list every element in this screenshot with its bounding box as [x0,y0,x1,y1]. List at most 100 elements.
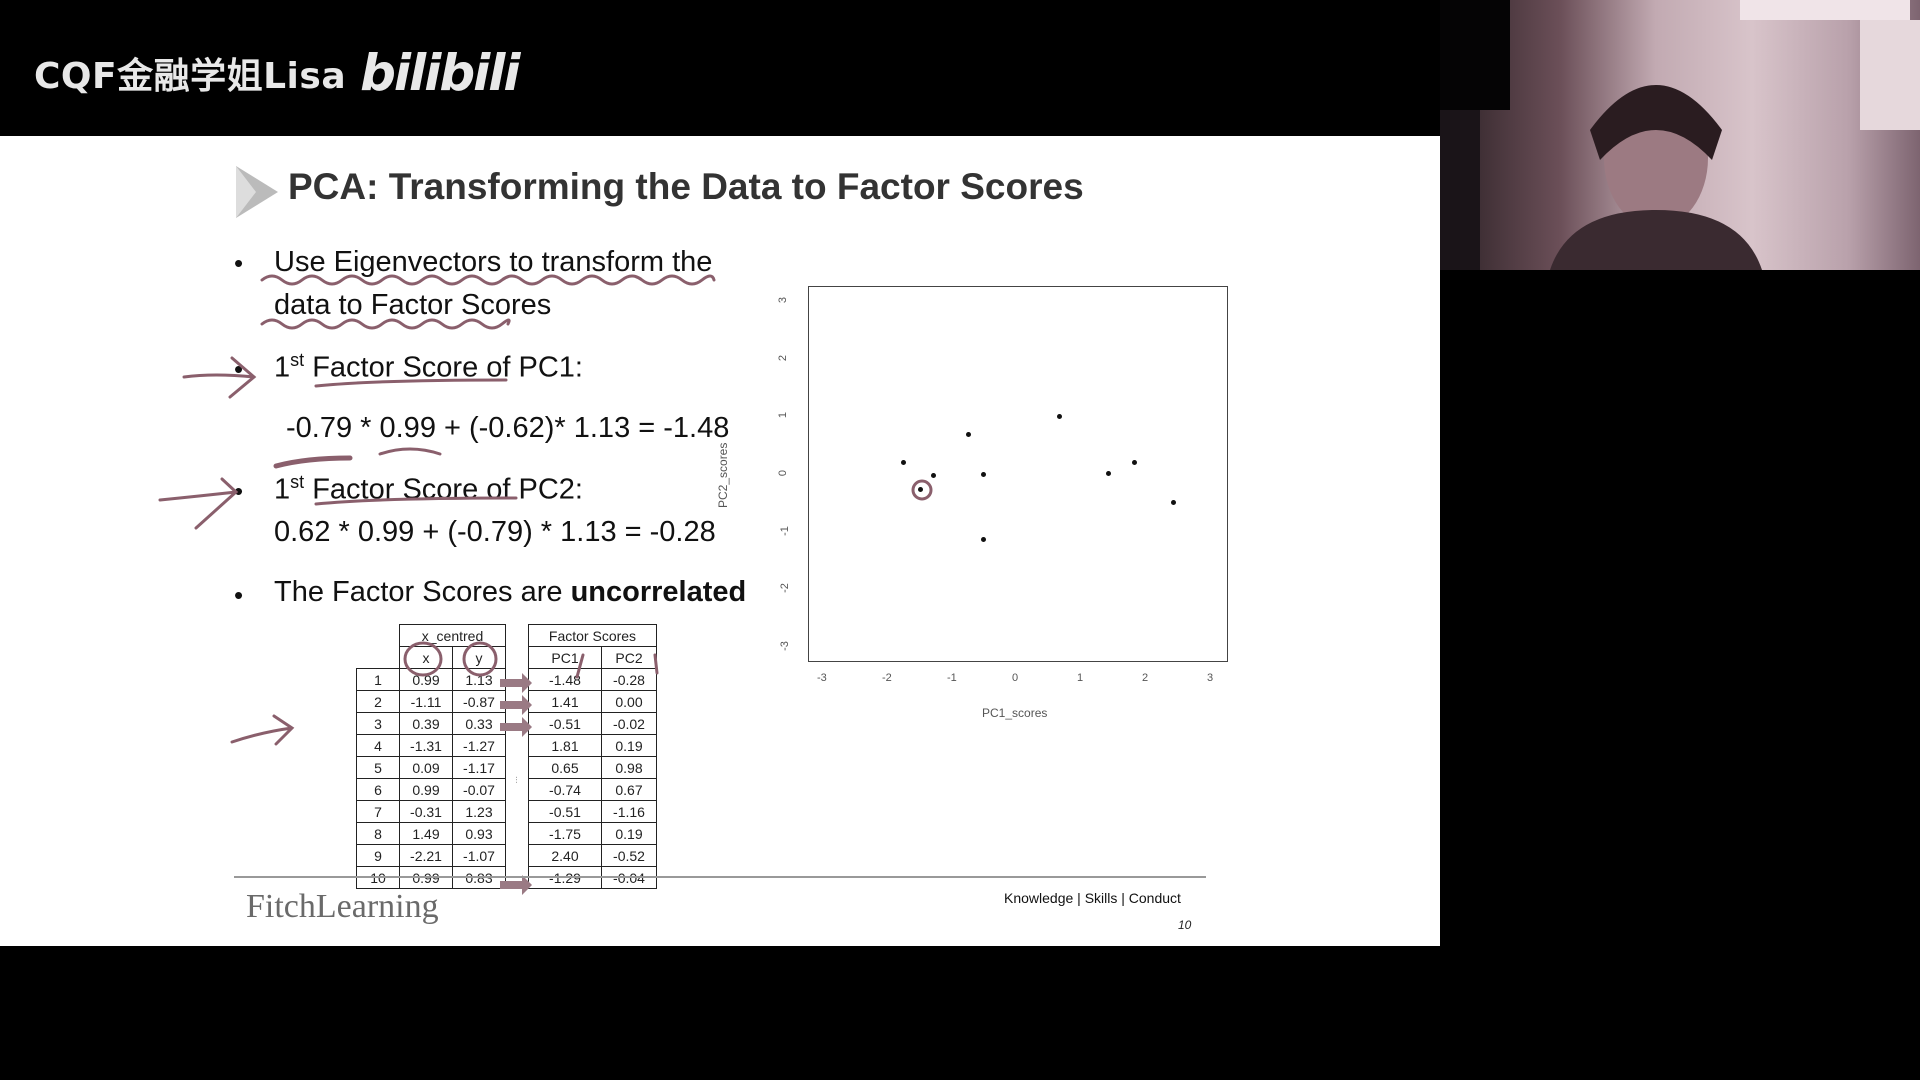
table-row: 5 0.09 -1.17 [356,756,506,779]
table-row: 2 -1.11 -0.87 [356,690,506,713]
scatter-point-4 [1132,459,1138,465]
x-tick-label: 0 [1012,672,1019,684]
cell-idx: 5 [356,756,400,779]
x-centred-header: x_centred [399,624,506,647]
x-tick-label: 2 [1142,672,1149,684]
scatter-point-10 [930,472,936,478]
cell-idx: 3 [356,712,400,735]
col-header-pc2: PC2 [601,646,657,669]
bullet-dot: • [234,354,244,384]
underline-099 [378,447,442,456]
table-row: 6 0.99 -0.07 [356,778,506,801]
uncorrelated-bold: uncorrelated [570,576,747,608]
x-tick-label: -1 [947,672,957,684]
pc2-heading-text: Factor Score of PC2: [304,473,583,506]
cell-idx: 2 [356,690,400,713]
scatter-point-9 [1170,500,1176,506]
cell-y: -1.07 [452,844,506,867]
cell-pc1: 1.81 [528,734,602,757]
cell-x: 0.99 [399,668,453,691]
scatter-plot-frame [808,286,1228,662]
col-header-y: y [452,646,506,669]
underline-neg [273,455,353,469]
cell-x: 1.49 [399,822,453,845]
cell-idx: 9 [356,844,400,867]
cell-pc1: -1.48 [528,668,602,691]
table-row: -1.48 -0.28 [528,668,657,691]
y-tick-label: 1 [777,412,790,419]
cell-idx: 1 [356,668,400,691]
cell-pc2: -0.28 [601,668,657,691]
factor-scores-table: Factor Scores PC1 PC2 -1.48 -0.28 1.41 0.00… [528,624,657,889]
cell-pc2: 0.19 [601,822,657,845]
table-row: 2.40 -0.52 [528,844,657,867]
y-tick-label: 2 [777,354,790,361]
y-tick-label: -3 [778,641,791,651]
watermark-text: CQF金融学姐Lisa [34,56,347,97]
bullet-pc1-heading: 1st Factor Score of PC1: [274,350,583,385]
table-row: 3 0.39 0.33 [356,712,506,735]
cell-pc2: 0.98 [601,756,657,779]
x-tick-label: -3 [817,672,827,684]
cell-pc1: 2.40 [528,844,602,867]
table-row: -0.51 -1.16 [528,800,657,823]
cell-y: -0.87 [452,690,506,713]
cell-pc1: -0.74 [528,778,602,801]
col-header-pc1: PC1 [528,646,602,669]
cell-y: -1.27 [452,734,506,757]
cell-x: -1.31 [399,734,453,757]
title-arrow-icon [236,166,278,218]
cell-y: 0.93 [452,822,506,845]
pc1-heading-number: 1 [274,351,291,384]
presentation-slide: PCA: Transforming the Data to Factor Sco… [0,136,1440,946]
pc1-heading-sup: st [290,350,305,370]
cell-y: 1.23 [452,800,506,823]
table-row: 9 -2.21 -1.07 [356,844,506,867]
pc1-formula: -0.79 * 0.99 + (-0.62)* 1.13 = -1.48 [286,412,730,444]
fitch-learning-logo: FitchLearning [246,888,439,925]
cell-pc2: 0.00 [601,690,657,713]
slide-title: PCA: Transforming the Data to Factor Sco… [288,166,1084,207]
cell-pc1: -0.51 [528,800,602,823]
x-tick-label: -2 [882,672,892,684]
arrow-pc2-icon [158,477,239,530]
table-row: -1.75 0.19 [528,822,657,845]
scatter-point-3 [981,471,987,477]
arrow-table-icon [230,714,295,746]
pc2-heading-sup: st [290,472,305,492]
scatter-point-1 [918,486,924,492]
cell-y: 0.33 [452,712,506,735]
cell-pc2: 0.67 [601,778,657,801]
x-centred-table: x_centred x y 1 0.99 1.13 2 -1.11 -0.87 3 0.39 0… [356,624,506,889]
cell-pc2: -1.16 [601,800,657,823]
factor-scores-header: Factor Scores [528,624,657,647]
col-header-x: x [399,646,453,669]
cell-pc2: -0.02 [601,712,657,735]
scatter-point-7 [981,537,987,543]
arrow-pc1-icon [182,356,257,399]
webcam-feed [1440,0,1920,270]
cell-x: 0.99 [399,778,453,801]
x-tick-label: 1 [1077,672,1084,684]
table-row: 8 1.49 0.93 [356,822,506,845]
pc1-heading-text: Factor Score of PC1: [304,351,583,384]
footer-divider [234,876,1206,878]
x-tick-label: 3 [1207,672,1214,684]
cell-y: -1.17 [452,756,506,779]
table-row: 4 -1.31 -1.27 [356,734,506,757]
cell-x: 0.39 [399,712,453,735]
x-axis-label: PC1_scores [982,706,1048,720]
pc2-heading-number: 1 [274,473,291,506]
cell-idx: 8 [356,822,400,845]
cell-pc2: -0.52 [601,844,657,867]
table-row: 7 -0.31 1.23 [356,800,506,823]
scatter-point-2 [1106,470,1112,476]
bullet-dot: • [234,580,244,610]
cell-pc1: 1.41 [528,690,602,713]
footer-tagline: Knowledge | Skills | Conduct [1004,890,1181,906]
bullet-pc2-heading: 1st Factor Score of PC2: [274,472,583,507]
bullet-eigenvectors-line2: data to Factor Scores [274,289,552,321]
cell-x: -0.31 [399,800,453,823]
presenter-video-icon [1440,0,1920,270]
cell-x: -1.11 [399,690,453,713]
